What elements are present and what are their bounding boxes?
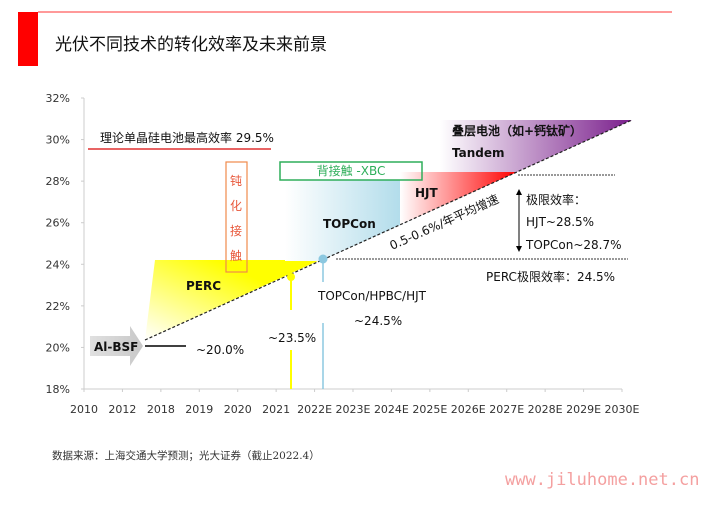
arrow-up-icon [516, 189, 522, 195]
x-tick-label: 2010 [70, 403, 98, 416]
x-tick-label: 2026E [451, 403, 486, 416]
perc-label: PERC [186, 279, 221, 293]
xbc-label: 背接触 -XBC [317, 163, 386, 178]
hjt-label: HJT [415, 186, 439, 200]
x-tick-label: 2012 [108, 403, 136, 416]
passivation-char: 钝 [230, 174, 242, 188]
limit-hjt: HJT~28.5% [526, 215, 594, 229]
passivation-char: 接 [230, 223, 242, 238]
topcon-region [285, 180, 416, 261]
passivation-char: 化 [230, 199, 242, 213]
x-tick-label: 2020 [224, 403, 252, 416]
x-tick-label: 2025E [412, 403, 447, 416]
perc-marker [287, 273, 295, 281]
passivation-char: 触 [230, 249, 242, 263]
next-gen-label: TOPCon/HPBC/HJT [317, 289, 427, 303]
x-tick-label: 2029E [566, 403, 601, 416]
trend-line [144, 119, 633, 341]
y-tick-label: 20% [46, 341, 70, 354]
x-tick-label: 2023E [336, 403, 371, 416]
x-tick-label: 2022E [297, 403, 332, 416]
x-tick-label: 2030E [605, 403, 640, 416]
header-accent-bar [18, 12, 38, 66]
y-tick-label: 24% [46, 258, 70, 271]
y-tick-label: 22% [46, 300, 70, 313]
x-tick-label: 2028E [528, 403, 563, 416]
theory-max-label: 理论单晶硅电池最高效率 29.5% [100, 130, 274, 145]
y-tick-label: 18% [46, 383, 70, 396]
x-tick-label: 2021 [262, 403, 290, 416]
axes: 18% 20% 22% 24% 26% 28% 30% 32% 2010 2012 2018 2019… [46, 92, 640, 416]
al-bsf-arrow [90, 326, 143, 366]
tandem-cn-label: 叠层电池（如+钙钛矿） [452, 123, 582, 138]
perc-limit-label: PERC极限效率：24.5% [486, 269, 615, 284]
page-title: 光伏不同技术的转化效率及未来前景 [55, 35, 327, 55]
y-tick-label: 28% [46, 175, 70, 188]
al-bsf-label: Al-BSF [94, 340, 138, 354]
x-tick-label: 2024E [374, 403, 409, 416]
y-tick-label: 32% [46, 92, 70, 105]
watermark: www.jiluhome.net.cn [505, 470, 700, 490]
tandem-region [440, 120, 632, 172]
arrow-down-icon [516, 246, 522, 252]
xbc-box [279, 161, 423, 181]
x-tick-label: 2019 [185, 403, 213, 416]
source-note: 数据来源：上海交通大学预测；光大证券（截止2022.4） [52, 450, 320, 462]
topcon-label: TOPCon [323, 217, 376, 231]
next-gen-value: ~24.5% [354, 314, 402, 328]
al-bsf-value: ~20.0% [196, 343, 244, 357]
limit-topcon: TOPCon~28.7% [525, 238, 622, 252]
x-tick-label: 2027E [489, 403, 524, 416]
tandem-label: Tandem [452, 146, 505, 160]
passivation-box [225, 161, 248, 273]
y-tick-label: 30% [46, 134, 70, 147]
limit-title: 极限效率： [526, 192, 586, 207]
perc-value: ~23.5% [268, 331, 316, 345]
topcon-marker [318, 254, 328, 264]
y-tick-label: 26% [46, 217, 70, 230]
x-tick-label: 2018 [147, 403, 175, 416]
